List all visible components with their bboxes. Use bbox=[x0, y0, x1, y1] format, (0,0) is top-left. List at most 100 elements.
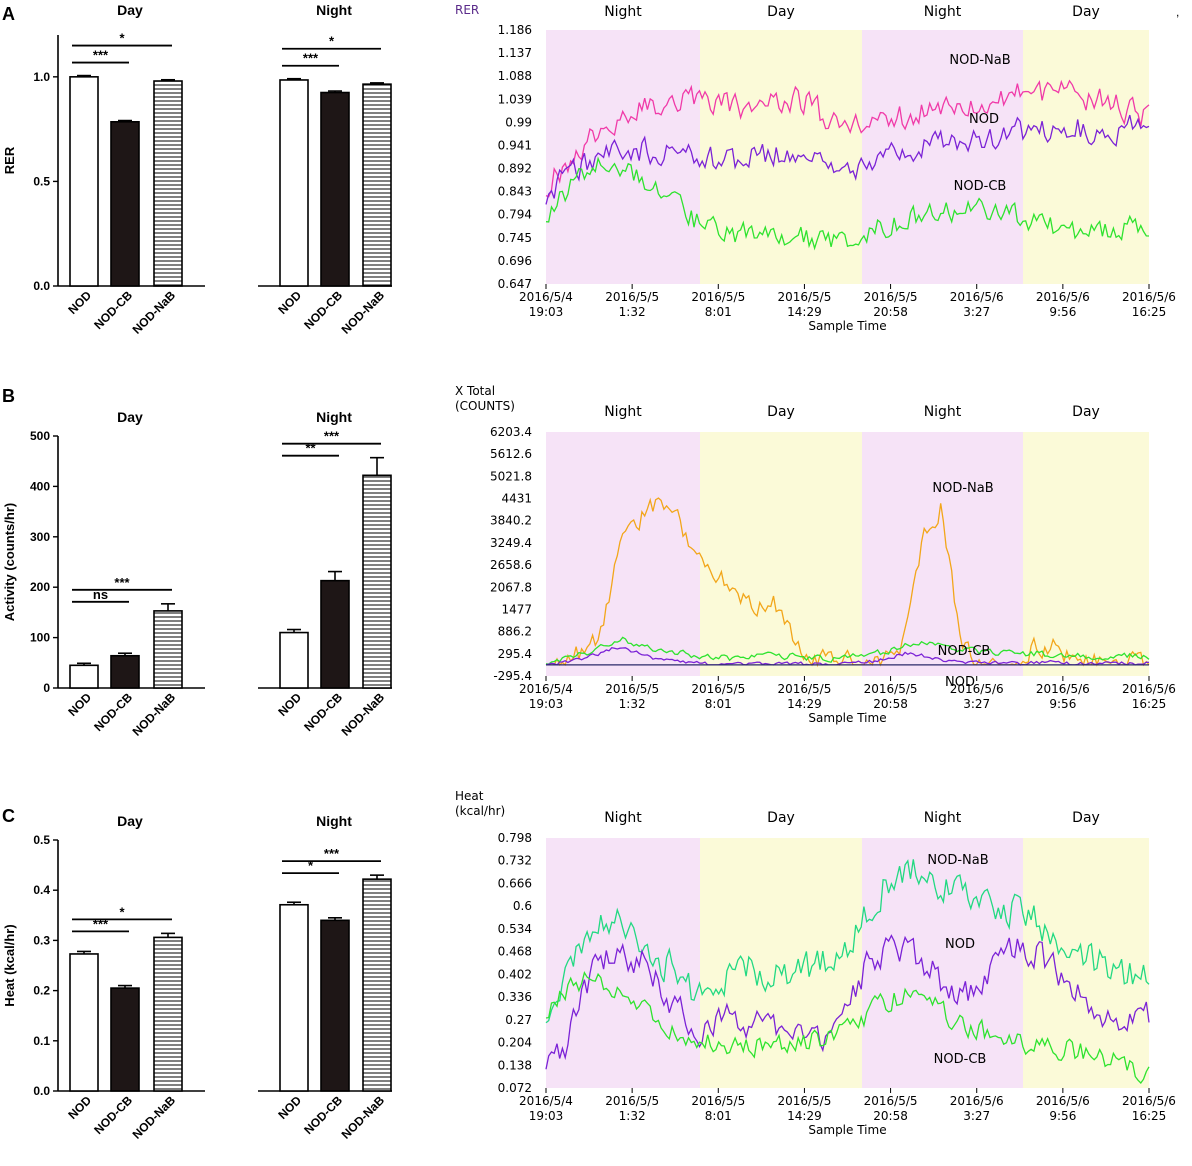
y-tick-label: 1.088 bbox=[498, 69, 532, 83]
x-tick-date: 2016/5/5 bbox=[605, 1094, 659, 1108]
y-tick-label: 1.0 bbox=[33, 70, 50, 84]
x-tick-time: 16:25 bbox=[1132, 1109, 1167, 1123]
x-tick-time: 20:58 bbox=[873, 697, 908, 711]
y-tick-label: 0.204 bbox=[498, 1036, 532, 1050]
category-label: NOD-CB bbox=[91, 288, 135, 332]
y-tick-label: 100 bbox=[30, 631, 50, 645]
x-tick-date: 2016/5/6 bbox=[950, 682, 1004, 696]
x-tick-time: 8:01 bbox=[705, 697, 732, 711]
series-label: NOD-NaB bbox=[932, 481, 993, 496]
bar-night-nod-cb bbox=[320, 91, 350, 287]
y-tick-label: 300 bbox=[30, 530, 50, 544]
category-label: NOD bbox=[65, 690, 94, 719]
y-tick-label: 0.666 bbox=[498, 876, 532, 890]
series-line-nod-cb bbox=[545, 156, 1150, 251]
y-tick-label: 886.2 bbox=[498, 625, 532, 639]
y-tick-label: 6203.4 bbox=[490, 425, 532, 439]
x-tick-time: 14:29 bbox=[787, 305, 822, 319]
x-tick-date: 2016/5/6 bbox=[1122, 290, 1176, 304]
phase-label: Day bbox=[1072, 404, 1100, 420]
significance-label: ** bbox=[305, 441, 316, 456]
x-tick-time: 1:32 bbox=[619, 305, 646, 319]
bar-night-nod bbox=[279, 631, 309, 689]
x-tick-date: 2016/5/6 bbox=[1122, 1094, 1176, 1108]
y-tick-label: 0.5 bbox=[33, 833, 50, 847]
x-tick-time: 9:56 bbox=[1049, 305, 1076, 319]
x-tick-date: 2016/5/5 bbox=[864, 1094, 918, 1108]
x-tick-time: 14:29 bbox=[787, 1109, 822, 1123]
significance-label: * bbox=[119, 31, 125, 46]
significance-label: * bbox=[119, 904, 125, 919]
bar-day-nod bbox=[69, 76, 99, 287]
phase-band-day bbox=[700, 432, 862, 676]
y-tick-label: 0.138 bbox=[498, 1058, 532, 1072]
y-tick-label: 200 bbox=[30, 580, 50, 594]
phase-label: Day bbox=[1072, 4, 1100, 20]
group-title-night: Night bbox=[316, 409, 352, 425]
x-tick-time: 19:03 bbox=[529, 697, 564, 711]
bar-chart-activity: 0 100 200 300 400 500 Activity (counts/hr) Day N… bbox=[2, 409, 392, 739]
y-tick-label: 3840.2 bbox=[490, 514, 532, 528]
x-tick-time: 20:58 bbox=[873, 305, 908, 319]
significance-label: *** bbox=[324, 846, 340, 861]
x-tick-date: 2016/5/6 bbox=[1036, 290, 1090, 304]
phase-label: Night bbox=[924, 404, 962, 420]
category-label: NOD bbox=[65, 288, 94, 317]
series-label: NOD-NaB bbox=[949, 53, 1010, 68]
x-tick-time: 8:01 bbox=[705, 1109, 732, 1123]
y-tick-label: 0.0 bbox=[33, 279, 50, 293]
y-axis-label: X Total bbox=[455, 384, 495, 398]
y-tick-label: 0.0 bbox=[33, 1084, 50, 1098]
line-chart-heat: Night Day Night Day Heat(kcal/hr) 0.072 0.138 0… bbox=[455, 789, 1176, 1137]
x-axis-label: Sample Time bbox=[808, 1123, 886, 1137]
series-line-nod-cb bbox=[545, 636, 1150, 665]
significance-label: * bbox=[308, 858, 314, 873]
x-tick-date: 2016/5/5 bbox=[605, 290, 659, 304]
x-tick-date: 2016/5/6 bbox=[1036, 1094, 1090, 1108]
category-label: NOD-NaB bbox=[339, 288, 388, 337]
bar-day-nod-nab bbox=[153, 80, 183, 287]
x-axis-label: Sample Time bbox=[808, 711, 886, 725]
group-title-day: Day bbox=[117, 409, 143, 425]
y-tick-label: 0.99 bbox=[505, 115, 532, 129]
x-tick-time: 20:58 bbox=[873, 1109, 908, 1123]
y-tick-label: 0.745 bbox=[498, 231, 532, 245]
phase-band-night bbox=[862, 30, 1023, 284]
x-tick-time: 14:29 bbox=[787, 697, 822, 711]
x-tick-time: 9:56 bbox=[1049, 697, 1076, 711]
series-label: NOD bbox=[945, 937, 975, 952]
significance-label: ns bbox=[93, 587, 108, 602]
phase-label: Day bbox=[767, 4, 795, 20]
group-title-night: Night bbox=[316, 813, 352, 829]
bar-day-nod-cb bbox=[110, 121, 140, 287]
y-tick-label: 0.27 bbox=[505, 1013, 532, 1027]
x-tick-time: 1:32 bbox=[619, 697, 646, 711]
series-label: NOD-CB bbox=[938, 644, 991, 659]
x-tick-date: 2016/5/6 bbox=[1122, 682, 1176, 696]
y-tick-label: 0.3 bbox=[33, 933, 50, 947]
phase-band-night bbox=[862, 838, 1023, 1088]
significance-label: *** bbox=[93, 916, 109, 931]
series-label: NOD-CB bbox=[934, 1052, 987, 1067]
bar-day-nod-nab bbox=[153, 610, 183, 689]
bar-night-nod-cb bbox=[320, 579, 350, 689]
y-axis-label: Activity (counts/hr) bbox=[2, 503, 17, 621]
x-tick-time: 3:27 bbox=[963, 305, 990, 319]
x-tick-date: 2016/5/5 bbox=[691, 682, 745, 696]
x-tick-date: 2016/5/5 bbox=[777, 1094, 831, 1108]
y-tick-label: 1477 bbox=[501, 602, 532, 616]
series-line-nod-cb bbox=[545, 971, 1150, 1085]
x-tick-date: 2016/5/6 bbox=[950, 1094, 1004, 1108]
x-tick-date: 2016/5/5 bbox=[864, 290, 918, 304]
x-tick-date: 2016/5/6 bbox=[950, 290, 1004, 304]
x-tick-date: 2016/5/6 bbox=[1036, 682, 1090, 696]
category-label: NOD-NaB bbox=[130, 690, 179, 739]
line-chart-activity: Night Day Night Day X Total(COUNTS) -295.4 295… bbox=[455, 384, 1176, 725]
x-tick-date: 2016/5/4 bbox=[519, 1094, 573, 1108]
y-tick-label: 2067.8 bbox=[490, 580, 532, 594]
phase-label: Night bbox=[604, 810, 642, 826]
category-label: NOD-NaB bbox=[130, 288, 179, 337]
significance-label: *** bbox=[303, 51, 319, 66]
group-title-day: Day bbox=[117, 2, 143, 18]
x-tick-time: 3:27 bbox=[963, 697, 990, 711]
